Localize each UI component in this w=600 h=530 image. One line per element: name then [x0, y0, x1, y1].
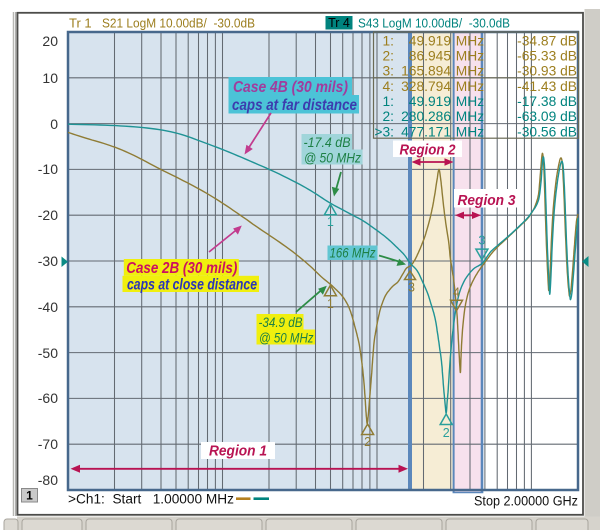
svg-text:-65.33 dB: -65.33 dB	[517, 49, 577, 64]
svg-text:1: 1	[26, 489, 33, 503]
svg-text:-17.4 dB: -17.4 dB	[304, 134, 351, 150]
svg-text:-40: -40	[38, 299, 58, 315]
svg-text:caps at close distance: caps at close distance	[127, 277, 257, 294]
svg-text:2: 2	[364, 435, 371, 449]
svg-text:Case 2B (30 mils): Case 2B (30 mils)	[126, 260, 237, 277]
svg-text:1:: 1:	[382, 94, 394, 109]
svg-text:-34.87 dB: -34.87 dB	[517, 33, 577, 48]
svg-text:S43 LogM 10.00dB/ -30.0dB: S43 LogM 10.00dB/ -30.0dB	[358, 16, 510, 31]
svg-text:3: 3	[478, 234, 485, 248]
svg-text:2:: 2:	[382, 49, 394, 64]
svg-text:165.894: 165.894	[401, 64, 451, 79]
svg-text:-60: -60	[38, 390, 58, 406]
svg-text:-20: -20	[38, 207, 58, 223]
svg-text:Region 1: Region 1	[209, 442, 267, 459]
svg-text:328.794: 328.794	[401, 79, 451, 94]
svg-text:-30.93 dB: -30.93 dB	[517, 64, 577, 79]
svg-text:49.919: 49.919	[409, 33, 452, 48]
svg-text:MHz: MHz	[456, 109, 484, 124]
svg-text:MHz: MHz	[456, 94, 484, 109]
svg-text:86.945: 86.945	[409, 49, 452, 64]
svg-text:-17.38 dB: -17.38 dB	[517, 94, 577, 109]
svg-text:-34.9 dB: -34.9 dB	[259, 314, 303, 330]
svg-text:MHz: MHz	[456, 64, 484, 79]
svg-text:MHz: MHz	[456, 124, 484, 139]
svg-text:-70: -70	[38, 436, 58, 452]
svg-text:1: 1	[327, 215, 334, 229]
svg-text:MHz: MHz	[456, 79, 484, 94]
svg-text:2:: 2:	[382, 109, 394, 124]
svg-text:280.286: 280.286	[401, 109, 451, 124]
svg-text:477.171: 477.171	[401, 124, 451, 139]
svg-text:Tr 1: Tr 1	[69, 16, 92, 31]
svg-text:Case 4B (30 mils): Case 4B (30 mils)	[233, 79, 348, 96]
svg-text:3: 3	[408, 281, 415, 295]
svg-text:MHz: MHz	[456, 49, 484, 64]
svg-text:MHz: MHz	[456, 33, 484, 48]
svg-text:Region 2: Region 2	[400, 141, 457, 158]
svg-text:-50: -50	[38, 345, 58, 361]
svg-text:166 MHz: 166 MHz	[330, 245, 376, 261]
svg-text:-10: -10	[38, 161, 58, 177]
svg-text:@ 50 MHz: @ 50 MHz	[259, 330, 314, 346]
svg-text:-30: -30	[38, 253, 58, 269]
svg-text:1:: 1:	[382, 33, 394, 48]
svg-text:10: 10	[42, 70, 58, 86]
svg-text:4:: 4:	[382, 79, 394, 94]
svg-text:Region 3: Region 3	[458, 192, 517, 209]
svg-text:-80: -80	[38, 472, 58, 488]
svg-text:4: 4	[453, 286, 460, 300]
svg-text:20: 20	[42, 33, 58, 49]
svg-text:caps at far distance: caps at far distance	[232, 97, 357, 114]
svg-text:>3:: >3:	[374, 124, 394, 139]
svg-text:2: 2	[443, 426, 450, 440]
svg-text:Stop 2.00000 GHz: Stop 2.00000 GHz	[474, 494, 578, 509]
svg-text:Tr 4: Tr 4	[328, 16, 350, 30]
svg-text:>Ch1: Start 1.00000 MHz: >Ch1: Start 1.00000 MHz	[68, 492, 234, 507]
svg-text:0: 0	[50, 116, 58, 132]
svg-text:-63.09 dB: -63.09 dB	[517, 109, 577, 124]
svg-text:49.919: 49.919	[409, 94, 452, 109]
svg-text:-30.56 dB: -30.56 dB	[517, 124, 577, 139]
svg-text:S21 LogM 10.00dB/ -30.0dB: S21 LogM 10.00dB/ -30.0dB	[102, 16, 255, 31]
svg-text:3:: 3:	[382, 64, 394, 79]
svg-text:-41.43 dB: -41.43 dB	[517, 79, 577, 94]
svg-text:@ 50 MHz: @ 50 MHz	[304, 150, 361, 166]
svg-text:1: 1	[327, 297, 334, 311]
